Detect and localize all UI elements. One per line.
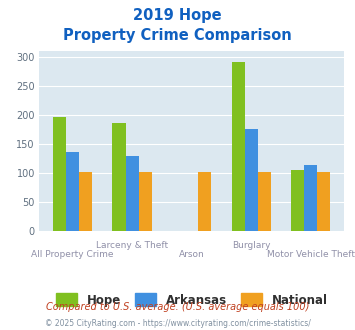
Text: Motor Vehicle Theft: Motor Vehicle Theft [267, 249, 355, 259]
Text: © 2025 CityRating.com - https://www.cityrating.com/crime-statistics/: © 2025 CityRating.com - https://www.city… [45, 319, 310, 328]
Bar [53, 117, 66, 231]
Text: Compared to U.S. average. (U.S. average equals 100): Compared to U.S. average. (U.S. average … [46, 302, 309, 312]
Text: Larceny & Theft: Larceny & Theft [96, 242, 168, 250]
Bar [258, 172, 271, 231]
Bar [198, 172, 211, 231]
Bar [139, 172, 152, 231]
Legend: Hope, Arkansas, National: Hope, Arkansas, National [51, 289, 332, 312]
Text: 2019 Hope: 2019 Hope [133, 8, 222, 23]
Bar [79, 172, 92, 231]
Text: Burglary: Burglary [232, 242, 271, 250]
Bar [231, 62, 245, 231]
Text: Property Crime Comparison: Property Crime Comparison [63, 28, 292, 43]
Bar [245, 129, 258, 231]
Bar [66, 152, 79, 231]
Bar [304, 165, 317, 231]
Text: Arson: Arson [179, 249, 204, 259]
Bar [126, 155, 139, 231]
Bar [113, 122, 126, 231]
Bar [291, 170, 304, 231]
Text: All Property Crime: All Property Crime [31, 249, 114, 259]
Bar [317, 172, 331, 231]
